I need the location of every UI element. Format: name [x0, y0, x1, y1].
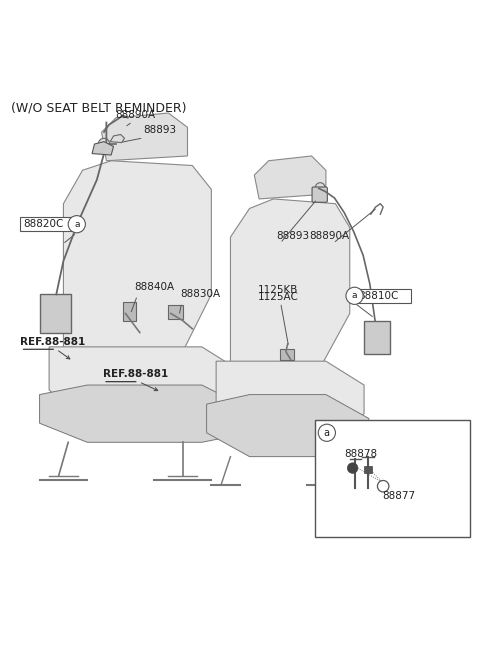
Text: a: a — [352, 291, 357, 300]
Circle shape — [377, 481, 389, 492]
Polygon shape — [230, 199, 350, 366]
Polygon shape — [92, 141, 114, 155]
Text: 1125KB: 1125KB — [258, 286, 299, 295]
Text: 88840A: 88840A — [134, 282, 174, 292]
Circle shape — [315, 183, 325, 193]
FancyBboxPatch shape — [355, 289, 411, 303]
Text: 88890A: 88890A — [115, 110, 155, 120]
Polygon shape — [110, 134, 124, 143]
FancyBboxPatch shape — [39, 295, 71, 333]
Text: 1125AC: 1125AC — [258, 293, 299, 302]
Text: 88890A: 88890A — [309, 231, 349, 241]
Text: 88820C: 88820C — [24, 219, 64, 229]
Text: REF.88-881: REF.88-881 — [21, 337, 86, 347]
Text: (W/O SEAT BELT REMINDER): (W/O SEAT BELT REMINDER) — [11, 101, 186, 114]
Text: 88893: 88893 — [276, 231, 310, 241]
Text: REF.88-881: REF.88-881 — [103, 370, 168, 379]
Circle shape — [346, 287, 363, 304]
Polygon shape — [39, 385, 250, 443]
Bar — [168, 305, 183, 319]
Text: a: a — [74, 220, 80, 229]
Polygon shape — [63, 161, 211, 351]
FancyBboxPatch shape — [20, 217, 76, 231]
Bar — [280, 349, 294, 360]
Text: 88893: 88893 — [144, 125, 177, 136]
Polygon shape — [102, 113, 188, 161]
Circle shape — [98, 138, 110, 150]
Polygon shape — [206, 395, 369, 457]
Bar — [123, 302, 136, 320]
Circle shape — [68, 216, 85, 233]
Polygon shape — [49, 347, 240, 428]
Text: 88877: 88877 — [382, 490, 415, 501]
Polygon shape — [216, 361, 364, 437]
FancyBboxPatch shape — [364, 320, 390, 354]
Text: 88810C: 88810C — [359, 291, 399, 301]
Text: 88830A: 88830A — [180, 289, 220, 299]
Text: a: a — [324, 428, 330, 438]
FancyBboxPatch shape — [312, 187, 327, 202]
Bar — [364, 466, 372, 474]
Text: 88878: 88878 — [344, 449, 377, 459]
FancyBboxPatch shape — [315, 420, 470, 537]
Polygon shape — [254, 156, 326, 199]
Circle shape — [318, 424, 336, 441]
Circle shape — [348, 463, 358, 474]
